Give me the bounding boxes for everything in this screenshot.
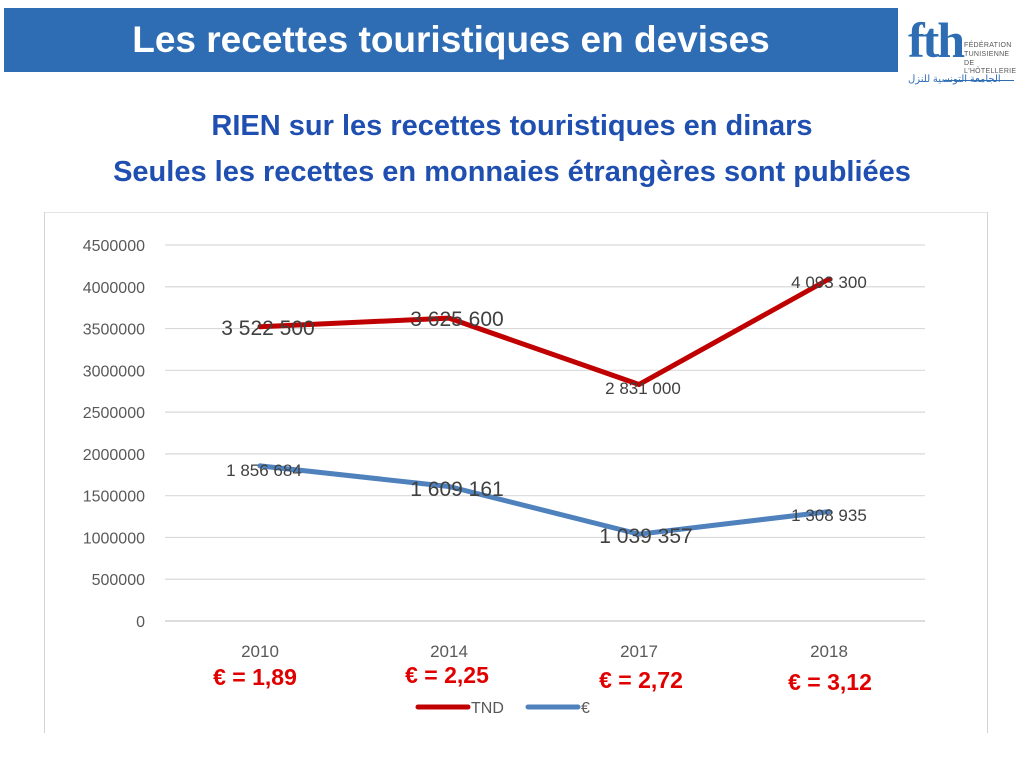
data-label-tnd: 3 522 500 xyxy=(221,317,314,340)
logo-sub-line-1: FÉDÉRATION xyxy=(964,42,1012,49)
y-tick-label: 500000 xyxy=(92,572,145,589)
logo-sub-line-3: DE L'HÔTELLERIE xyxy=(964,60,1017,75)
y-tick-label: 1000000 xyxy=(83,530,145,547)
data-label-tnd: 2 831 000 xyxy=(605,379,681,398)
exchange-rate-label: € = 2,72 xyxy=(599,667,683,693)
x-tick-label-2017: 2017 xyxy=(620,642,658,661)
data-point-tnd xyxy=(636,381,642,387)
logo-main-text: fth xyxy=(908,12,965,68)
chart-frame xyxy=(44,212,988,733)
data-label-eur: 1 609 161 xyxy=(410,478,503,501)
y-tick-label: 0 xyxy=(136,614,145,631)
header-bar: Les recettes touristiques en devises xyxy=(4,8,898,72)
exchange-rate-label: € = 1,89 xyxy=(213,664,297,690)
data-label-tnd: 4 093 300 xyxy=(791,273,867,292)
data-label-eur: 1 039 357 xyxy=(599,525,692,548)
data-label-eur: 1 856 684 xyxy=(226,461,302,480)
data-point-eur xyxy=(446,484,452,490)
logo-divider xyxy=(944,80,1014,81)
data-point-eur xyxy=(257,463,263,469)
legend-label-tnd: TND xyxy=(471,700,504,717)
y-tick-label: 3000000 xyxy=(83,363,145,380)
data-point-tnd xyxy=(826,276,832,282)
legend-label-eur: € xyxy=(581,700,590,717)
x-tick-label-2018: 2018 xyxy=(810,642,848,661)
data-point-eur xyxy=(636,531,642,537)
logo-sub-line-2: TUNISIENNE xyxy=(964,51,1010,58)
y-tick-label: 4500000 xyxy=(83,238,145,255)
series-line-tnd xyxy=(257,276,832,387)
slide-title: Les recettes touristiques en devises xyxy=(132,19,770,60)
logo-arabic-text: الجامعة التونسية للنزل xyxy=(908,74,1001,85)
y-tick-label: 3500000 xyxy=(83,322,145,339)
data-point-tnd xyxy=(257,324,263,330)
data-label-tnd: 3 625 600 xyxy=(410,308,503,331)
x-tick-label-2010: 2010 xyxy=(241,642,279,661)
y-tick-label: 2500000 xyxy=(83,405,145,422)
data-point-eur xyxy=(826,509,832,515)
x-tick-label-2014: 2014 xyxy=(430,642,468,661)
exchange-rate-label: € = 2,25 xyxy=(405,662,489,688)
y-tick-label: 4000000 xyxy=(83,280,145,297)
subtitle-line-1: RIEN sur les recettes touristiques en di… xyxy=(211,110,813,142)
y-tick-label: 2000000 xyxy=(83,447,145,464)
series-line-eur xyxy=(257,463,832,537)
y-tick-label: 1500000 xyxy=(83,489,145,506)
fth-logo: fth FÉDÉRATION TUNISIENNE DE L'HÔTELLERI… xyxy=(904,10,1016,88)
subtitle-line-2: Seules les recettes en monnaies étrangèr… xyxy=(113,156,911,188)
exchange-rate-label: € = 3,12 xyxy=(788,669,872,695)
data-point-tnd xyxy=(446,315,452,321)
data-label-eur: 1 308 935 xyxy=(791,506,867,525)
